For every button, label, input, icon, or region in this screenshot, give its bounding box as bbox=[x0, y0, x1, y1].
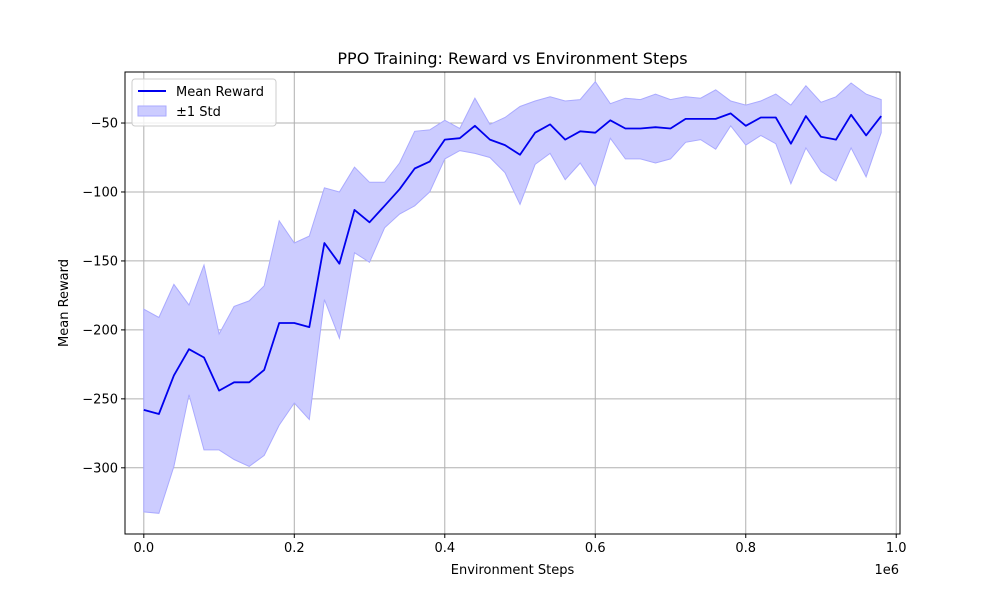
x-tick-label: 0.4 bbox=[434, 541, 455, 556]
x-axis-offset-label: 1e6 bbox=[874, 563, 899, 578]
y-axis-ticks: −300 −250 −200 −150 −100 −50 bbox=[82, 117, 125, 476]
plot-frame bbox=[124, 71, 901, 535]
x-tick-label: 0.0 bbox=[133, 541, 154, 556]
mean-line-layer bbox=[143, 112, 882, 415]
y-tick-label: −200 bbox=[82, 323, 118, 338]
x-axis-ticks: 0.0 0.2 0.4 0.6 0.8 1.0 bbox=[133, 534, 907, 556]
std-band-layer bbox=[143, 80, 882, 514]
y-axis-label: Mean Reward bbox=[57, 259, 72, 347]
x-tick-label: 0.2 bbox=[284, 541, 305, 556]
std-band-area bbox=[143, 80, 882, 514]
chart-title: PPO Training: Reward vs Environment Step… bbox=[337, 49, 687, 68]
y-tick-label: −50 bbox=[91, 117, 118, 132]
y-tick-label: −100 bbox=[82, 185, 118, 200]
y-tick-label: −250 bbox=[82, 392, 118, 407]
legend-label-std: ±1 Std bbox=[176, 105, 221, 120]
mean-reward-line bbox=[143, 112, 882, 415]
x-axis-label: Environment Steps bbox=[451, 563, 575, 578]
x-tick-label: 0.8 bbox=[735, 541, 756, 556]
legend-swatch-band bbox=[137, 105, 167, 117]
x-tick-label: 0.6 bbox=[585, 541, 606, 556]
y-tick-label: −300 bbox=[82, 461, 118, 476]
legend-box bbox=[131, 78, 277, 127]
legend: Mean Reward ±1 Std bbox=[131, 78, 277, 127]
legend-label-mean: Mean Reward bbox=[176, 85, 264, 100]
y-tick-label: −150 bbox=[82, 254, 118, 269]
x-tick-label: 1.0 bbox=[886, 541, 907, 556]
